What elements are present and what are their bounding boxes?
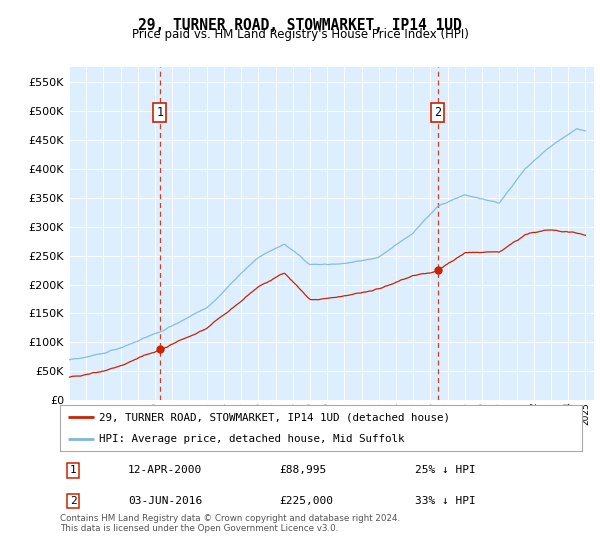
- Text: £225,000: £225,000: [279, 496, 333, 506]
- Text: 2: 2: [434, 106, 441, 119]
- Text: 03-JUN-2016: 03-JUN-2016: [128, 496, 202, 506]
- Text: 1: 1: [70, 465, 76, 475]
- Text: 29, TURNER ROAD, STOWMARKET, IP14 1UD: 29, TURNER ROAD, STOWMARKET, IP14 1UD: [138, 18, 462, 33]
- Text: 1: 1: [157, 106, 163, 119]
- Text: Price paid vs. HM Land Registry's House Price Index (HPI): Price paid vs. HM Land Registry's House …: [131, 28, 469, 41]
- Text: 2: 2: [70, 496, 76, 506]
- Text: 12-APR-2000: 12-APR-2000: [128, 465, 202, 475]
- Text: 25% ↓ HPI: 25% ↓ HPI: [415, 465, 476, 475]
- Text: Contains HM Land Registry data © Crown copyright and database right 2024.
This d: Contains HM Land Registry data © Crown c…: [60, 514, 400, 533]
- Text: £88,995: £88,995: [279, 465, 326, 475]
- Text: 29, TURNER ROAD, STOWMARKET, IP14 1UD (detached house): 29, TURNER ROAD, STOWMARKET, IP14 1UD (d…: [99, 412, 450, 422]
- Text: 33% ↓ HPI: 33% ↓ HPI: [415, 496, 476, 506]
- Text: HPI: Average price, detached house, Mid Suffolk: HPI: Average price, detached house, Mid …: [99, 435, 404, 444]
